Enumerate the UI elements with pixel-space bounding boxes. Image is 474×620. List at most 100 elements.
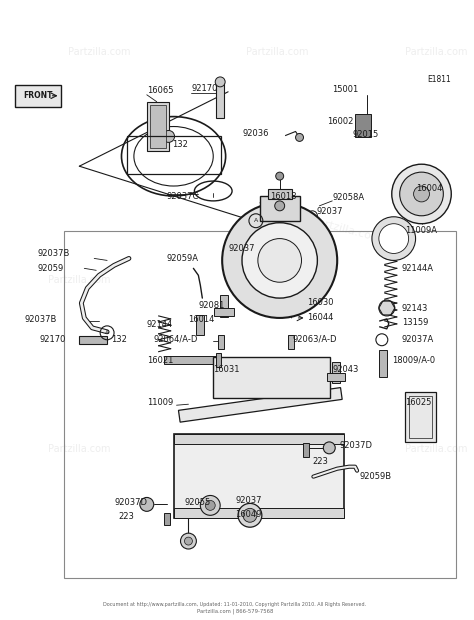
Bar: [409, 396, 432, 438]
Circle shape: [243, 508, 257, 522]
Circle shape: [400, 172, 443, 216]
Text: 132: 132: [111, 335, 127, 344]
Text: 92055: 92055: [184, 498, 211, 507]
Text: 92081: 92081: [198, 301, 225, 309]
Text: 92036: 92036: [243, 129, 270, 138]
Bar: [173, 508, 344, 518]
Text: 92037D: 92037D: [339, 441, 372, 450]
Text: 92037A: 92037A: [401, 335, 434, 344]
Text: 18009/A-0: 18009/A-0: [392, 355, 435, 364]
Text: 11009A: 11009A: [405, 226, 437, 235]
Text: 92037B: 92037B: [25, 316, 57, 324]
Text: Partzilla.com: Partzilla.com: [68, 47, 130, 57]
Text: Partzilla.com: Partzilla.com: [48, 444, 110, 454]
Text: 223: 223: [312, 457, 328, 466]
Text: 92037C: 92037C: [167, 192, 199, 202]
Text: 92063/A-D: 92063/A-D: [292, 334, 337, 343]
Text: 11009: 11009: [147, 398, 173, 407]
Bar: [173, 434, 344, 518]
Bar: [173, 434, 344, 444]
Bar: [127, 136, 221, 174]
Bar: [213, 356, 330, 398]
Bar: [164, 356, 221, 363]
Ellipse shape: [134, 126, 213, 186]
Text: 16044: 16044: [308, 314, 334, 322]
Text: FRONT: FRONT: [23, 91, 53, 100]
Bar: [216, 80, 224, 118]
Bar: [150, 105, 165, 148]
Text: 92037B: 92037B: [38, 249, 70, 258]
Circle shape: [392, 164, 451, 224]
Circle shape: [201, 495, 220, 515]
Bar: [379, 350, 387, 378]
Bar: [164, 513, 170, 525]
Circle shape: [163, 130, 174, 143]
Bar: [216, 353, 221, 366]
Circle shape: [140, 497, 154, 511]
Bar: [15, 85, 61, 107]
Circle shape: [205, 500, 215, 510]
Bar: [327, 373, 345, 381]
Text: 92059: 92059: [38, 264, 64, 273]
Text: 16025: 16025: [405, 398, 431, 407]
Bar: [64, 231, 456, 578]
Text: 16049: 16049: [235, 510, 262, 519]
Bar: [260, 196, 300, 221]
Bar: [355, 113, 371, 138]
Text: E1811: E1811: [428, 76, 451, 84]
Circle shape: [379, 224, 409, 254]
Bar: [288, 335, 293, 348]
Text: 16002: 16002: [327, 117, 354, 126]
Circle shape: [181, 533, 196, 549]
Text: 223: 223: [118, 512, 134, 521]
Text: 16065: 16065: [147, 86, 173, 95]
Bar: [303, 443, 310, 457]
Text: Partzilla.com: Partzilla.com: [246, 47, 309, 57]
Circle shape: [323, 442, 335, 454]
Text: 16004: 16004: [417, 185, 443, 193]
Bar: [79, 336, 107, 343]
Text: Partzilla.com: Partzilla.com: [405, 444, 468, 454]
Text: 16031: 16031: [213, 365, 240, 374]
Text: 92144: 92144: [147, 321, 173, 329]
Text: 92037: 92037: [235, 496, 262, 505]
Text: 92037D: 92037D: [114, 498, 147, 507]
Bar: [214, 308, 234, 316]
Text: 92058A: 92058A: [332, 193, 365, 202]
Circle shape: [238, 503, 262, 527]
Text: Partzilla.com: Partzilla.com: [48, 275, 110, 285]
FancyBboxPatch shape: [179, 388, 342, 422]
Text: 92037: 92037: [228, 244, 255, 253]
Text: 92064/A-D: 92064/A-D: [154, 334, 198, 343]
Circle shape: [258, 239, 301, 282]
Bar: [220, 295, 228, 317]
Circle shape: [276, 172, 283, 180]
Circle shape: [299, 301, 307, 309]
Circle shape: [414, 186, 429, 202]
Circle shape: [222, 203, 337, 318]
Text: 92015: 92015: [352, 130, 378, 139]
Text: 92059B: 92059B: [359, 472, 391, 481]
Circle shape: [275, 201, 285, 211]
Circle shape: [215, 77, 225, 87]
Text: 92144A: 92144A: [401, 264, 434, 273]
Text: Document at http://www.partzilla.com, Updated: 11-01-2010, Copyright Partzilla 2: Document at http://www.partzilla.com, Up…: [103, 602, 366, 607]
Bar: [332, 361, 340, 383]
Text: 92170: 92170: [191, 84, 218, 94]
Text: Partzilla.com: Partzilla.com: [237, 444, 299, 454]
Text: 132: 132: [173, 140, 189, 149]
Circle shape: [379, 300, 395, 316]
Circle shape: [242, 223, 318, 298]
Text: 92037: 92037: [316, 207, 343, 216]
Text: 16014: 16014: [189, 316, 215, 324]
Text: 15001: 15001: [332, 86, 358, 94]
Text: 16018: 16018: [270, 192, 296, 202]
Text: 16030: 16030: [308, 298, 334, 306]
Text: Partzilla.com: Partzilla.com: [405, 47, 468, 57]
Bar: [218, 335, 224, 348]
Circle shape: [184, 537, 192, 545]
Text: 92059A: 92059A: [167, 254, 199, 263]
Text: A: A: [254, 218, 258, 223]
Text: A: A: [105, 330, 109, 335]
Bar: [268, 189, 292, 199]
